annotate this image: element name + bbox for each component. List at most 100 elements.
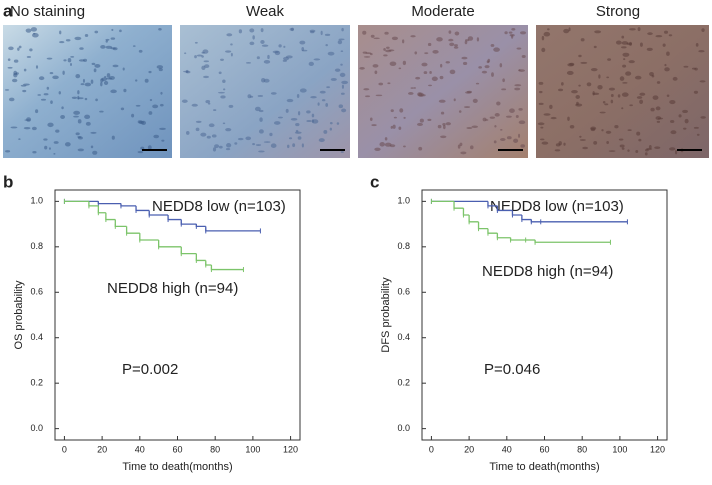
cell: [563, 142, 566, 146]
cell: [538, 81, 544, 85]
cell: [285, 108, 289, 113]
survival-step: [496, 233, 511, 239]
cell: [144, 78, 149, 83]
cell: [493, 140, 497, 144]
cell: [598, 74, 601, 79]
cell: [362, 51, 368, 54]
cell: [386, 46, 390, 49]
cell: [383, 47, 386, 51]
micrographs: [3, 25, 709, 158]
cell: [11, 78, 18, 83]
cell: [75, 132, 80, 136]
cell: [443, 124, 446, 130]
survival-step: [120, 203, 137, 207]
cell: [205, 100, 211, 104]
cell: [325, 103, 329, 107]
cell: [318, 138, 325, 143]
cell: [374, 70, 378, 75]
cell: [543, 31, 551, 37]
cell: [516, 47, 522, 50]
cell: [513, 138, 519, 143]
cell: [93, 68, 97, 73]
cell: [138, 49, 143, 53]
cell: [590, 126, 597, 131]
cell: [73, 110, 81, 115]
cell: [111, 28, 114, 32]
cell: [214, 144, 220, 149]
cell: [393, 116, 397, 119]
cell: [569, 125, 575, 129]
cell: [384, 137, 388, 141]
cell: [699, 80, 706, 83]
cell: [270, 143, 277, 148]
cell: [541, 35, 545, 41]
cell: [454, 44, 458, 47]
cell: [399, 108, 404, 113]
cell: [255, 144, 262, 146]
cell: [225, 128, 232, 132]
cell: [593, 45, 597, 49]
survival-step: [509, 237, 526, 241]
cell: [252, 35, 255, 40]
cell: [648, 144, 652, 149]
cell: [18, 45, 22, 49]
cell: [152, 104, 159, 109]
cell: [220, 95, 226, 99]
cell: [696, 133, 700, 136]
cell: [499, 63, 503, 68]
cell: [31, 126, 37, 131]
cell: [440, 63, 443, 68]
survival-step: [88, 201, 99, 207]
cell: [402, 39, 405, 44]
cell: [636, 131, 641, 136]
cell: [509, 108, 515, 113]
cell: [514, 87, 521, 91]
y-tick-label: 1.0: [30, 196, 43, 206]
cell: [147, 145, 152, 150]
cell: [547, 28, 550, 31]
cell: [122, 67, 125, 71]
survival-step: [453, 201, 464, 209]
annotation: NEDD8 low (n=103): [152, 198, 286, 215]
cell: [105, 77, 113, 80]
survival-step: [210, 265, 244, 271]
cell: [77, 148, 85, 152]
survival-step: [125, 226, 140, 234]
cell: [374, 147, 381, 151]
survival-step: [468, 215, 479, 223]
x-tick-label: 60: [539, 444, 549, 454]
cell: [120, 107, 125, 111]
cell: [299, 88, 307, 93]
cell: [448, 30, 452, 34]
image-title: No staining: [10, 3, 85, 20]
cell: [123, 88, 127, 93]
cell: [558, 88, 564, 92]
cell: [119, 29, 122, 33]
cell: [286, 98, 294, 103]
plot-frame: [54, 189, 301, 441]
survival-step: [180, 246, 197, 255]
cell: [79, 47, 84, 50]
cell: [10, 126, 18, 129]
cell: [457, 144, 461, 149]
x-tick-label: 40: [135, 444, 145, 454]
cell: [252, 143, 255, 146]
cell: [461, 56, 468, 60]
cell: [460, 151, 467, 155]
cell: [292, 143, 296, 148]
cell: [135, 104, 141, 107]
cell: [297, 111, 301, 116]
cell: [440, 111, 445, 115]
y-tick-label: 0.0: [397, 423, 410, 433]
cell: [295, 129, 299, 133]
cell: [230, 52, 233, 57]
cell: [597, 85, 603, 90]
cell: [431, 76, 438, 82]
cell: [606, 141, 610, 145]
cell: [297, 136, 302, 140]
cell: [610, 99, 614, 104]
cell: [299, 40, 306, 45]
cell: [620, 46, 627, 49]
cell: [489, 116, 496, 119]
cell: [334, 68, 341, 72]
